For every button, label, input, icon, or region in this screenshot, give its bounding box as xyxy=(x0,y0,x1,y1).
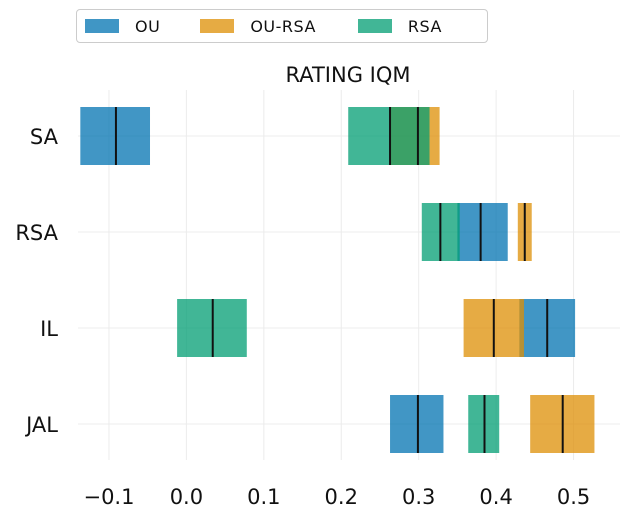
legend-label-ou: OU xyxy=(135,16,161,36)
x-tick-label-3: 0.2 xyxy=(325,485,358,509)
legend-swatch-ou-rsa xyxy=(200,19,235,33)
x-tick-label-1: 0.0 xyxy=(170,485,203,509)
bar-rsa-sa xyxy=(348,107,430,165)
interval-bars xyxy=(80,107,595,453)
legend-item-rsa: RSA xyxy=(357,16,442,36)
x-tick-label-4: 0.3 xyxy=(402,485,435,509)
legend-swatch-ou xyxy=(85,19,119,33)
legend-swatch-rsa xyxy=(357,19,392,33)
y-tick-label-jal: JAL xyxy=(24,413,58,437)
x-tick-label-0: −0.1 xyxy=(83,485,134,509)
legend-label-rsa: RSA xyxy=(407,16,442,36)
x-tick-label-2: 0.1 xyxy=(247,485,280,509)
x-tick-labels: −0.1 0.0 0.1 0.2 0.3 0.4 0.5 xyxy=(83,485,590,509)
bar-ou-rsa xyxy=(457,203,508,261)
bar-ou-jal xyxy=(390,395,444,453)
y-tick-label-rsa: RSA xyxy=(15,221,58,245)
legend-label-ou-rsa: OU-RSA xyxy=(250,16,316,36)
y-tick-labels: SA RSA IL JAL xyxy=(15,125,58,437)
legend-item-ou: OU xyxy=(85,17,160,36)
median-lines xyxy=(114,107,564,453)
legend: OU OU-RSA RSA xyxy=(76,9,488,43)
legend-item-ou-rsa: OU-RSA xyxy=(200,17,316,36)
x-tick-label-6: 0.5 xyxy=(557,485,590,509)
y-tick-label-sa: SA xyxy=(30,125,59,149)
chart-title: RATING IQM xyxy=(286,63,411,87)
y-tick-label-il: IL xyxy=(40,317,58,341)
x-tick-label-5: 0.4 xyxy=(479,485,512,509)
